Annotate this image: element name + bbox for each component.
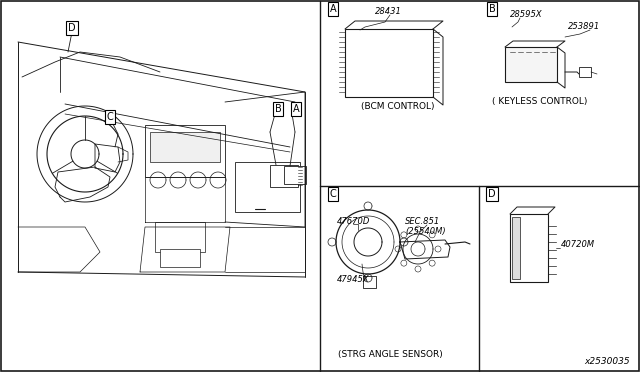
Bar [235,162,300,212]
Text: D: D [488,189,496,199]
Circle shape [395,246,401,252]
Text: 40720M: 40720M [561,240,595,249]
Text: B: B [275,104,282,114]
Circle shape [401,260,407,266]
Bar [510,214,548,282]
Circle shape [429,232,435,238]
Text: 47670D: 47670D [337,217,371,226]
Text: (STRG ANGLE SENSOR): (STRG ANGLE SENSOR) [338,350,442,359]
Text: 28431: 28431 [375,7,402,16]
Bar [145,125,225,177]
Bar [150,132,220,162]
Text: B: B [488,4,495,14]
Bar [155,222,205,252]
Text: 28595X: 28595X [510,10,543,19]
Text: 253891: 253891 [568,22,600,31]
Circle shape [435,246,441,252]
Bar [270,165,298,187]
Bar [284,166,306,184]
Text: x2530035: x2530035 [584,357,630,366]
Bar [160,249,200,267]
Text: A: A [330,4,336,14]
Bar [505,47,557,82]
Bar [579,67,591,77]
Circle shape [429,260,435,266]
Text: (BCM CONTROL): (BCM CONTROL) [361,102,435,111]
Text: A: A [292,104,300,114]
Bar [512,217,520,279]
Text: (25540M): (25540M) [405,227,445,236]
Text: 47945X: 47945X [337,275,370,284]
Circle shape [415,226,421,232]
Bar [345,29,433,97]
Text: D: D [68,23,76,33]
Text: SEC.851: SEC.851 [405,217,440,226]
Text: C: C [107,112,113,122]
Circle shape [415,266,421,272]
Text: C: C [330,189,337,199]
Text: ( KEYLESS CONTROL): ( KEYLESS CONTROL) [492,97,588,106]
Circle shape [401,232,407,238]
